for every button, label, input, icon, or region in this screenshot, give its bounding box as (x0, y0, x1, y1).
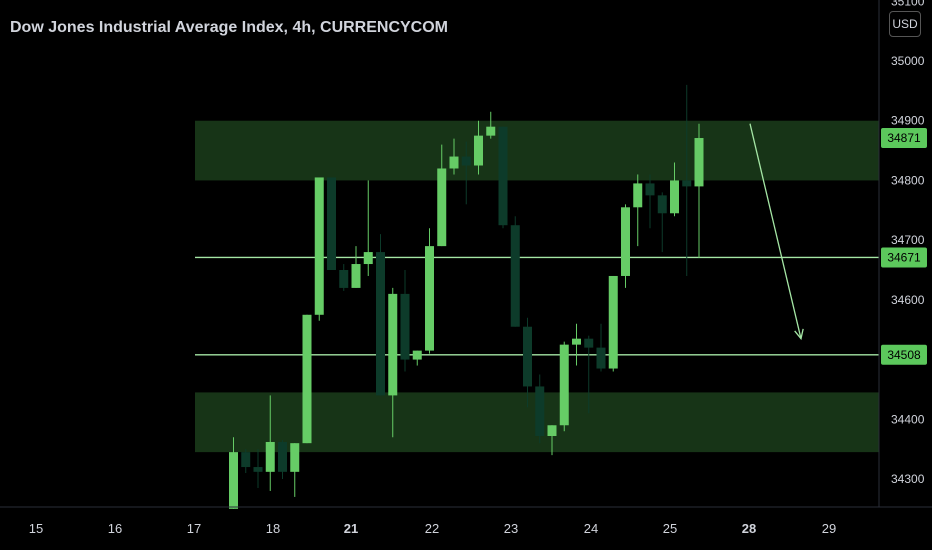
candle-body-23 (510, 225, 520, 327)
time-axis[interactable]: 15 16 17 18 21 22 23 24 25 28 29 (29, 521, 836, 536)
candle-body-5 (290, 443, 300, 472)
price-tick-34300: 34300 (891, 472, 925, 486)
candle-body-13 (388, 293, 398, 396)
candle-body-34 (645, 183, 655, 196)
price-label-2: 34508 (887, 348, 921, 362)
price-tick-34900: 34900 (891, 114, 925, 128)
candle-body-30 (596, 347, 606, 369)
candle-body-4 (278, 441, 287, 472)
candle-body-35 (657, 195, 667, 214)
candle-body-8 (327, 177, 336, 270)
candle-body-20 (474, 135, 483, 166)
price-tick-35100: 35100 (891, 0, 925, 8)
time-tick-15: 15 (29, 521, 43, 536)
candle-body-0 (229, 452, 238, 509)
price-tick-34800: 34800 (891, 173, 925, 187)
time-tick-23: 23 (504, 521, 518, 536)
price-axis[interactable]: 3430034400345003460034700348003490035000… (891, 0, 925, 486)
time-tick-25: 25 (663, 521, 677, 536)
candle-body-10 (351, 264, 361, 288)
candle-body-26 (547, 425, 557, 437)
candle-body-24 (523, 326, 532, 387)
time-tick-21: 21 (344, 521, 358, 536)
currency-button[interactable]: USD (889, 11, 921, 37)
price-labels-layer: 34871 34671 34508 (881, 128, 927, 365)
time-tick-17: 17 (187, 521, 201, 536)
candle-body-1 (241, 452, 251, 468)
candle-body-9 (339, 270, 349, 288)
price-label-0: 34871 (887, 131, 921, 145)
candle-body-6 (302, 314, 312, 444)
candle-body-7 (314, 177, 324, 315)
candle-body-19 (461, 156, 471, 166)
candle-body-29 (584, 338, 594, 348)
candle-body-14 (400, 293, 410, 360)
time-tick-29: 29 (822, 521, 836, 536)
time-tick-18: 18 (266, 521, 280, 536)
candle-body-38 (694, 138, 704, 187)
candle-body-31 (608, 275, 618, 369)
candle-body-18 (449, 156, 459, 169)
candles-layer (229, 84, 704, 509)
candle-body-37 (682, 180, 692, 187)
arrow-layer (749, 123, 804, 341)
price-label-bg-1 (881, 247, 927, 268)
candle-body-27 (559, 344, 569, 426)
candle-body-17 (437, 168, 447, 247)
arrow-shaft (749, 123, 802, 339)
price-tick-34700: 34700 (891, 233, 925, 247)
time-tick-22: 22 (425, 521, 439, 536)
zone-0 (195, 120, 879, 181)
arrow-head (794, 328, 804, 341)
time-tick-16: 16 (108, 521, 122, 536)
price-label-1: 34671 (887, 250, 921, 264)
candle-body-22 (498, 126, 508, 226)
candle-body-2 (253, 467, 263, 472)
candle-body-28 (572, 338, 581, 345)
candle-body-21 (486, 126, 496, 136)
price-tick-34600: 34600 (891, 293, 925, 307)
chart-title: Dow Jones Industrial Average Index, 4h, … (10, 19, 449, 36)
candle-body-25 (535, 386, 545, 437)
price-label-bg-0 (881, 128, 927, 149)
candle-body-11 (363, 252, 373, 265)
levels-layer (195, 256, 879, 356)
candle-body-3 (265, 441, 275, 472)
candle-body-32 (621, 207, 630, 276)
time-tick-28: 28 (742, 521, 756, 536)
candle-body-15 (412, 350, 422, 360)
candle-body-16 (425, 246, 434, 351)
price-label-bg-2 (881, 344, 927, 365)
candle-body-12 (376, 252, 385, 396)
price-tick-34400: 34400 (891, 412, 925, 426)
candle-body-33 (633, 183, 643, 208)
time-tick-24: 24 (584, 521, 598, 536)
price-tick-35000: 35000 (891, 54, 925, 68)
candle-body-36 (670, 180, 679, 214)
